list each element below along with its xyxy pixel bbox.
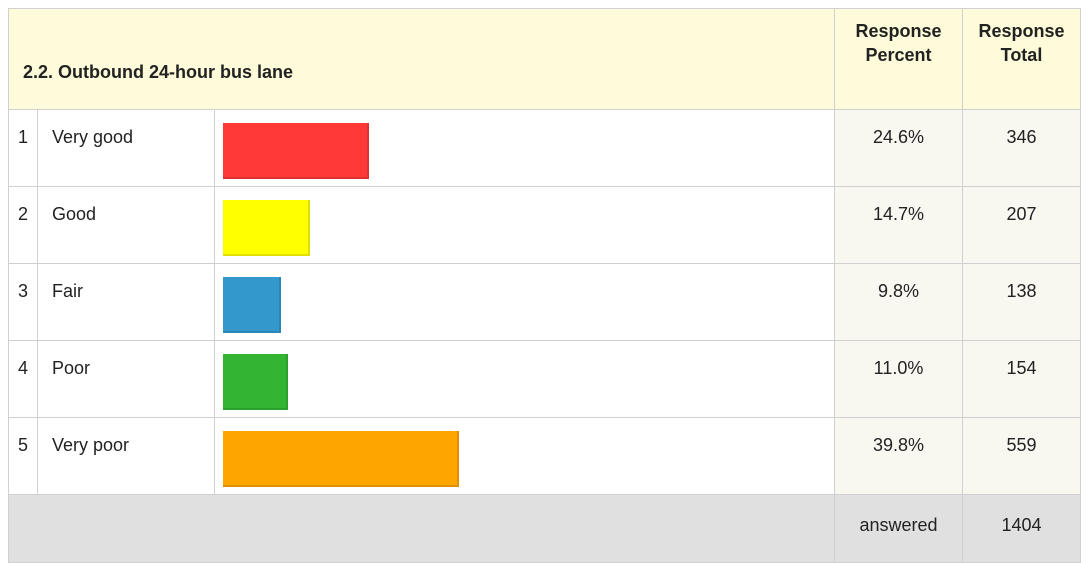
- percent-cell: 24.6%: [835, 110, 963, 187]
- index-cell: 3: [8, 264, 38, 341]
- label-cell: Very good: [38, 110, 215, 187]
- bar: [223, 354, 289, 410]
- question-title: 2.2. Outbound 24-hour bus lane: [23, 62, 294, 82]
- bar: [223, 123, 369, 179]
- row-label: Good: [52, 204, 97, 224]
- answered-label: answered: [859, 515, 938, 535]
- total-cell: 346: [963, 110, 1081, 187]
- index-cell: 1: [8, 110, 38, 187]
- row-label: Very good: [52, 127, 134, 147]
- row-total: 138: [1006, 281, 1037, 301]
- row-total: 154: [1006, 358, 1037, 378]
- index-cell: 5: [8, 418, 38, 495]
- row-index: 4: [18, 358, 29, 378]
- label-cell: Very poor: [38, 418, 215, 495]
- row-label: Very poor: [52, 435, 130, 455]
- row-percent: 9.8%: [877, 281, 920, 301]
- label-cell: Poor: [38, 341, 215, 418]
- bar-cell: [215, 341, 835, 418]
- footer-cell: [8, 495, 835, 563]
- row-total: 346: [1006, 127, 1037, 147]
- row-percent: 39.8%: [872, 435, 925, 455]
- bar-cell: [215, 264, 835, 341]
- bar: [223, 431, 459, 487]
- header-cell: Response Total: [963, 8, 1081, 110]
- bar-cell: [215, 187, 835, 264]
- total-cell: 138: [963, 264, 1081, 341]
- index-cell: 2: [8, 187, 38, 264]
- row-percent: 11.0%: [873, 358, 924, 378]
- row-label: Poor: [52, 358, 91, 378]
- bar-cell: [215, 110, 835, 187]
- bar: [223, 200, 311, 256]
- row-index: 5: [18, 435, 29, 455]
- row-index: 2: [18, 204, 29, 224]
- label-cell: Good: [38, 187, 215, 264]
- total-heading: Response Total: [978, 21, 1065, 65]
- header-cell: 2.2. Outbound 24-hour bus lane: [8, 8, 835, 110]
- row-label: Fair: [52, 281, 83, 301]
- row-total: 559: [1006, 435, 1037, 455]
- answered-total: 1404: [1001, 515, 1042, 535]
- label-cell: Fair: [38, 264, 215, 341]
- bar: [223, 277, 282, 333]
- percent-cell: 11.0%: [835, 341, 963, 418]
- row-index: 3: [18, 281, 29, 301]
- percent-cell: 14.7%: [835, 187, 963, 264]
- percent-cell: 9.8%: [835, 264, 963, 341]
- row-percent: 24.6%: [872, 127, 925, 147]
- footer-cell: 1404: [963, 495, 1081, 563]
- total-cell: 207: [963, 187, 1081, 264]
- row-index: 1: [18, 127, 29, 147]
- row-percent: 14.7%: [872, 204, 925, 224]
- total-cell: 154: [963, 341, 1081, 418]
- index-cell: 4: [8, 341, 38, 418]
- footer-cell: answered: [835, 495, 963, 563]
- percent-heading: Response Percent: [855, 21, 942, 65]
- percent-cell: 39.8%: [835, 418, 963, 495]
- row-total: 207: [1006, 204, 1037, 224]
- total-cell: 559: [963, 418, 1081, 495]
- header-cell: Response Percent: [835, 8, 963, 110]
- bar-cell: [215, 418, 835, 495]
